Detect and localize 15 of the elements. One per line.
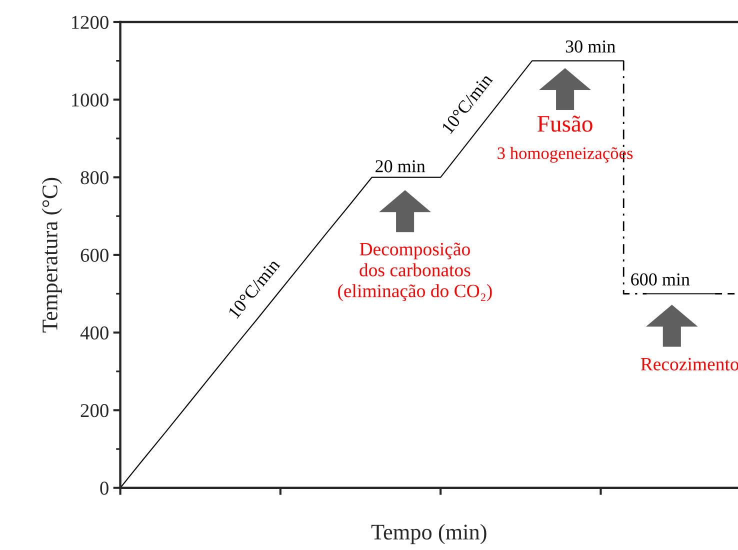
annotation: Fusão	[538, 116, 592, 132]
annotation: 600 min	[631, 273, 690, 286]
annotation: 3 homogeneizações	[498, 146, 633, 163]
y-axis-title: Temperatura (°C)	[42, 178, 62, 333]
annotation: 30 min	[566, 40, 616, 53]
y-tick-label: 0	[100, 482, 108, 495]
annotation: Decomposição dos carbonatos (eliminação do CO₂)	[338, 242, 492, 302]
y-tick-label: 600	[80, 248, 108, 262]
y-tick-label: 800	[80, 171, 108, 184]
annotation: 20 min	[376, 160, 426, 172]
y-tick-label: 400	[80, 326, 108, 340]
y-tick-label: 1000	[72, 93, 108, 107]
x-axis-title: Tempo (min)	[371, 524, 486, 544]
y-tick-label: 200	[80, 404, 108, 418]
y-tick-label: 1200	[72, 16, 108, 29]
